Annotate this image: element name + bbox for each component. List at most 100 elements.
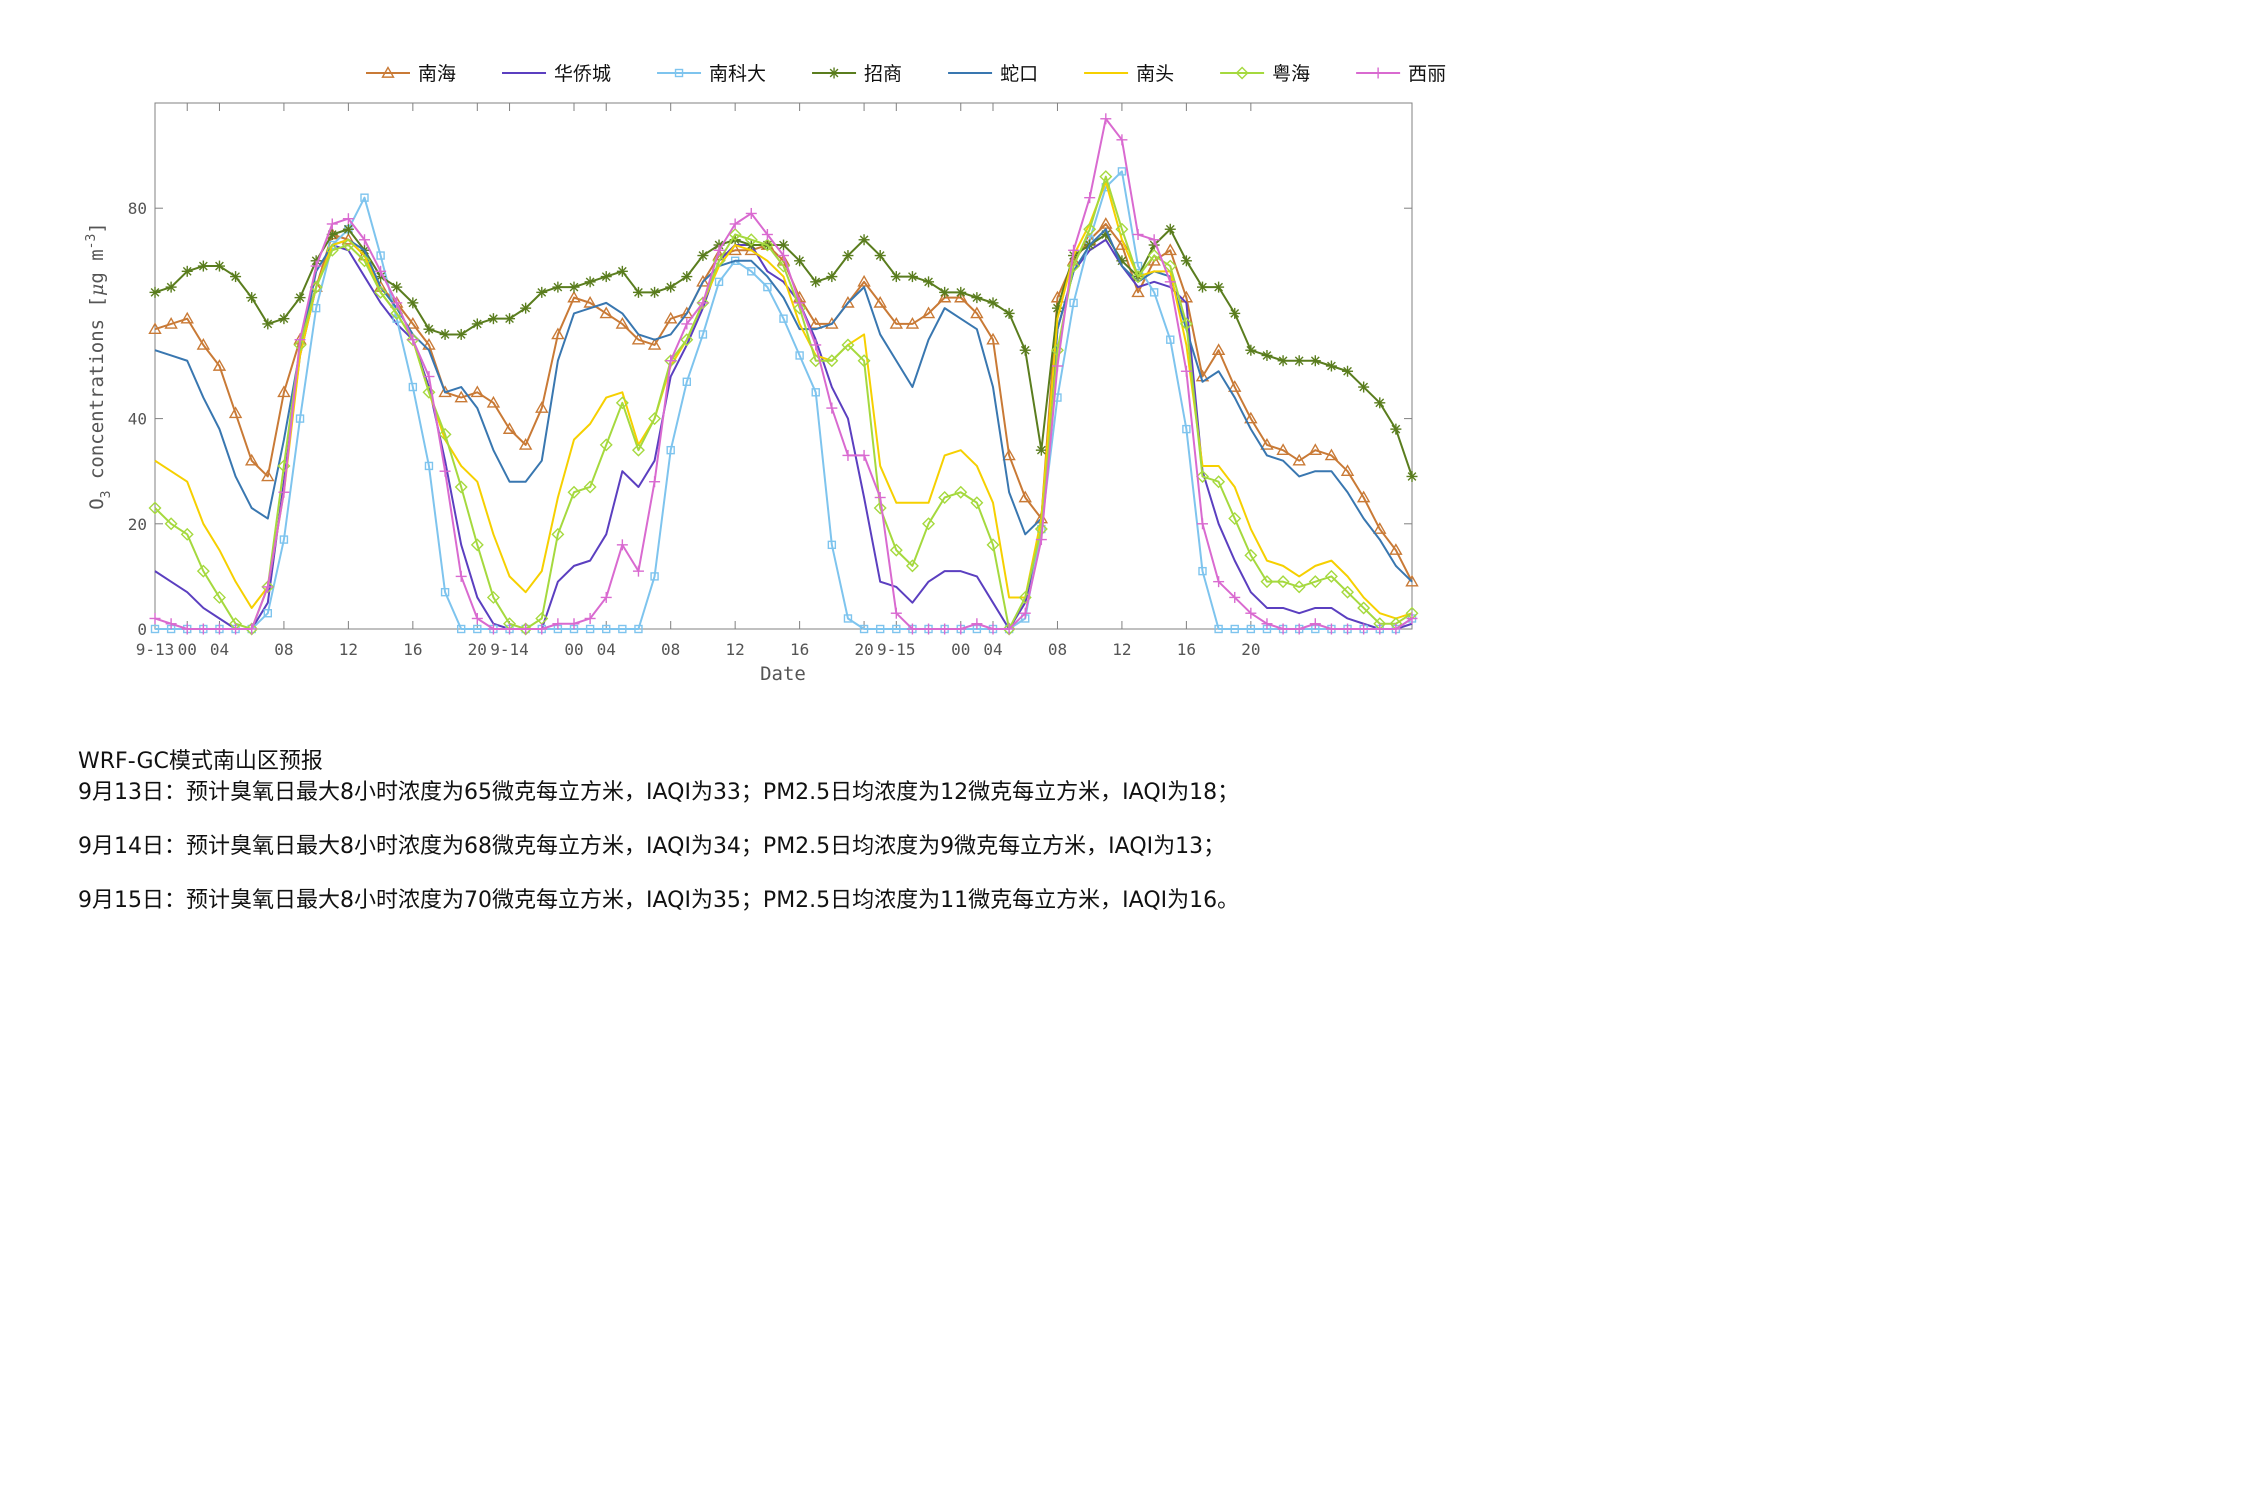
data-point bbox=[1356, 490, 1371, 503]
x-tick-label: 16 bbox=[1177, 640, 1196, 659]
y-tick-label: 40 bbox=[128, 410, 147, 429]
data-point bbox=[277, 385, 291, 398]
data-point bbox=[1067, 259, 1081, 273]
data-point bbox=[1276, 575, 1290, 589]
star-stroke bbox=[1359, 382, 1369, 392]
data-point bbox=[971, 618, 983, 630]
star-stroke bbox=[698, 251, 708, 260]
data-point bbox=[407, 297, 419, 309]
data-point bbox=[778, 250, 789, 262]
data-point bbox=[341, 232, 356, 245]
data-point bbox=[747, 267, 756, 276]
star-stroke bbox=[408, 298, 418, 308]
data-point bbox=[473, 624, 482, 634]
data-point bbox=[1389, 543, 1403, 555]
series-line bbox=[155, 170, 1413, 630]
y-label-sub: 3 bbox=[99, 490, 114, 498]
data-point bbox=[165, 618, 177, 630]
star-stroke bbox=[859, 235, 869, 245]
x-tick-label: 20 bbox=[1241, 640, 1260, 659]
data-point bbox=[213, 260, 225, 272]
star-stroke bbox=[682, 272, 692, 281]
data-point bbox=[632, 565, 644, 577]
data-point bbox=[697, 297, 709, 309]
data-point bbox=[294, 334, 306, 346]
legend-item: 南海 bbox=[366, 63, 456, 85]
data-point bbox=[439, 328, 451, 340]
data-point bbox=[955, 623, 967, 635]
data-point bbox=[1149, 288, 1159, 297]
star-stroke bbox=[424, 324, 434, 334]
y-label-o: O bbox=[86, 498, 108, 509]
star-stroke bbox=[1036, 445, 1046, 455]
data-point bbox=[213, 623, 225, 635]
data-point bbox=[923, 623, 935, 635]
star-stroke bbox=[1214, 282, 1223, 292]
data-point bbox=[602, 624, 611, 634]
data-point bbox=[681, 271, 693, 283]
data-point bbox=[1293, 623, 1305, 635]
data-point bbox=[149, 612, 161, 624]
forecast-line-0915: 9月15日：预计臭氧日最大8小时浓度为70微克每立方米，IAQI为35；PM2.… bbox=[78, 888, 1240, 913]
data-point bbox=[1358, 623, 1370, 635]
data-point bbox=[1228, 380, 1242, 392]
data-point bbox=[600, 271, 612, 283]
data-point bbox=[391, 297, 403, 309]
data-point bbox=[1084, 192, 1096, 204]
data-point bbox=[325, 243, 339, 257]
data-point bbox=[454, 480, 468, 494]
y-tick-label: 20 bbox=[128, 515, 147, 534]
data-point bbox=[1132, 229, 1144, 240]
star-stroke bbox=[1230, 309, 1240, 318]
data-point bbox=[1035, 444, 1047, 456]
data-point bbox=[359, 234, 370, 246]
data-point bbox=[295, 414, 305, 423]
data-point bbox=[1164, 223, 1176, 235]
y-tick-label: 80 bbox=[128, 199, 147, 218]
data-point bbox=[1374, 397, 1386, 409]
data-point bbox=[568, 618, 580, 630]
data-point bbox=[1277, 623, 1289, 635]
data-point bbox=[520, 623, 532, 635]
data-point bbox=[244, 453, 259, 466]
data-point bbox=[666, 445, 675, 455]
star-stroke bbox=[666, 282, 676, 292]
data-point bbox=[293, 338, 307, 352]
x-tick-label: 12 bbox=[339, 640, 358, 659]
data-point bbox=[1292, 580, 1306, 594]
data-point bbox=[954, 485, 968, 499]
data-point bbox=[1068, 244, 1080, 256]
data-point bbox=[1083, 222, 1097, 236]
data-point bbox=[665, 355, 677, 367]
star-stroke bbox=[779, 240, 788, 250]
data-point bbox=[616, 539, 628, 551]
data-point bbox=[857, 354, 871, 368]
data-point bbox=[680, 306, 694, 319]
data-point bbox=[1293, 355, 1305, 367]
data-point bbox=[795, 351, 804, 360]
x-tick-label: 04 bbox=[210, 640, 229, 659]
data-point bbox=[1213, 576, 1225, 588]
data-point bbox=[439, 465, 451, 477]
data-point bbox=[456, 624, 466, 634]
data-point bbox=[1229, 591, 1241, 603]
data-point bbox=[1148, 234, 1160, 246]
star-stroke bbox=[279, 314, 289, 324]
data-point bbox=[342, 213, 354, 225]
data-point bbox=[1214, 624, 1223, 634]
data-point bbox=[471, 612, 483, 624]
data-point bbox=[987, 623, 999, 635]
x-tick-label: 20 bbox=[854, 640, 873, 659]
y-axis-label: O3 concentrations [μg m-3] bbox=[84, 222, 114, 510]
star-stroke bbox=[1004, 309, 1014, 318]
data-point bbox=[810, 276, 822, 288]
star-stroke bbox=[215, 261, 224, 271]
data-point bbox=[375, 265, 387, 277]
data-point bbox=[1117, 167, 1127, 176]
data-point bbox=[470, 385, 485, 398]
data-point bbox=[1244, 548, 1258, 562]
data-point bbox=[890, 607, 902, 619]
data-point bbox=[381, 66, 395, 78]
forecast-text-block: WRF-GC模式南山区预报 9月13日：预计臭氧日最大8小时浓度为65微克每立方… bbox=[78, 748, 1518, 940]
series-line bbox=[154, 175, 1413, 630]
